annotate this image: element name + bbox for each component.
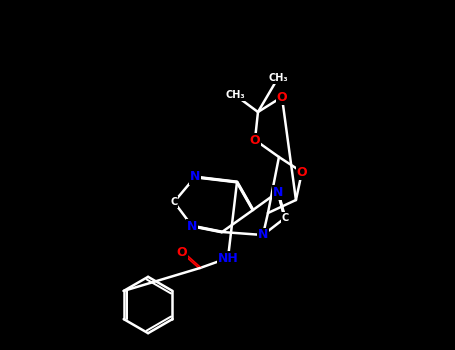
Text: O: O bbox=[297, 166, 307, 178]
Text: O: O bbox=[277, 91, 287, 104]
Text: N: N bbox=[258, 229, 268, 241]
Text: N: N bbox=[273, 186, 283, 198]
Text: O: O bbox=[177, 245, 187, 259]
Text: N: N bbox=[187, 219, 197, 232]
Text: O: O bbox=[250, 133, 260, 147]
Text: NH: NH bbox=[217, 252, 238, 265]
Text: C: C bbox=[171, 197, 178, 207]
Text: CH₃: CH₃ bbox=[268, 73, 288, 83]
Text: CH₃: CH₃ bbox=[225, 90, 245, 100]
Text: N: N bbox=[190, 170, 200, 183]
Text: C: C bbox=[281, 213, 288, 223]
